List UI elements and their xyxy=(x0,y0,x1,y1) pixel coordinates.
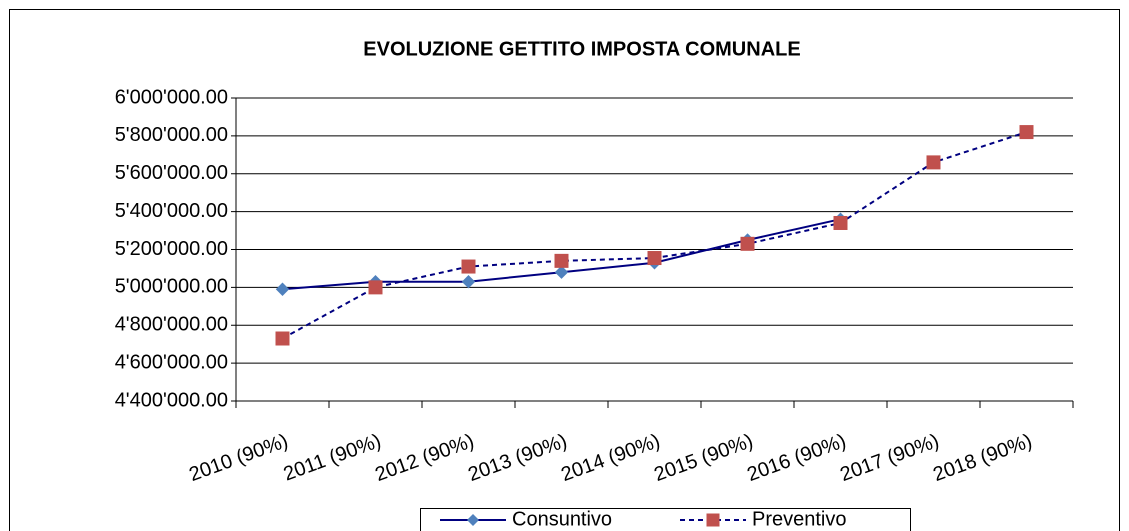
data-point xyxy=(740,236,755,251)
data-point xyxy=(275,282,290,296)
y-tick-label: 4'800'000.00 xyxy=(115,314,228,336)
y-tick-label: 6'000'000.00 xyxy=(115,86,228,108)
y-tick-label: 5'400'000.00 xyxy=(115,200,228,222)
legend-marker xyxy=(467,514,479,526)
data-point xyxy=(926,155,941,170)
legend-label: Preventivo xyxy=(752,508,847,530)
data-point xyxy=(275,331,290,346)
y-tick-label: 5'800'000.00 xyxy=(115,124,228,146)
data-point xyxy=(1019,125,1034,140)
data-point xyxy=(833,215,848,230)
legend-label: Consuntivo xyxy=(512,508,612,530)
y-tick-label: 5'000'000.00 xyxy=(115,276,228,298)
y-tick-label: 5'200'000.00 xyxy=(115,238,228,260)
y-tick-label: 5'600'000.00 xyxy=(115,162,228,184)
data-point xyxy=(554,265,569,279)
data-point xyxy=(647,251,662,266)
legend-marker xyxy=(706,513,720,527)
data-point xyxy=(461,274,476,289)
y-tick-label: 4'400'000.00 xyxy=(115,389,228,411)
chart-title: EVOLUZIONE GETTITO IMPOSTA COMUNALE xyxy=(363,38,800,60)
legend-box xyxy=(420,508,911,531)
data-point xyxy=(368,280,383,295)
data-point xyxy=(554,253,569,268)
y-tick-label: 4'600'000.00 xyxy=(115,351,228,373)
data-point xyxy=(461,259,476,274)
